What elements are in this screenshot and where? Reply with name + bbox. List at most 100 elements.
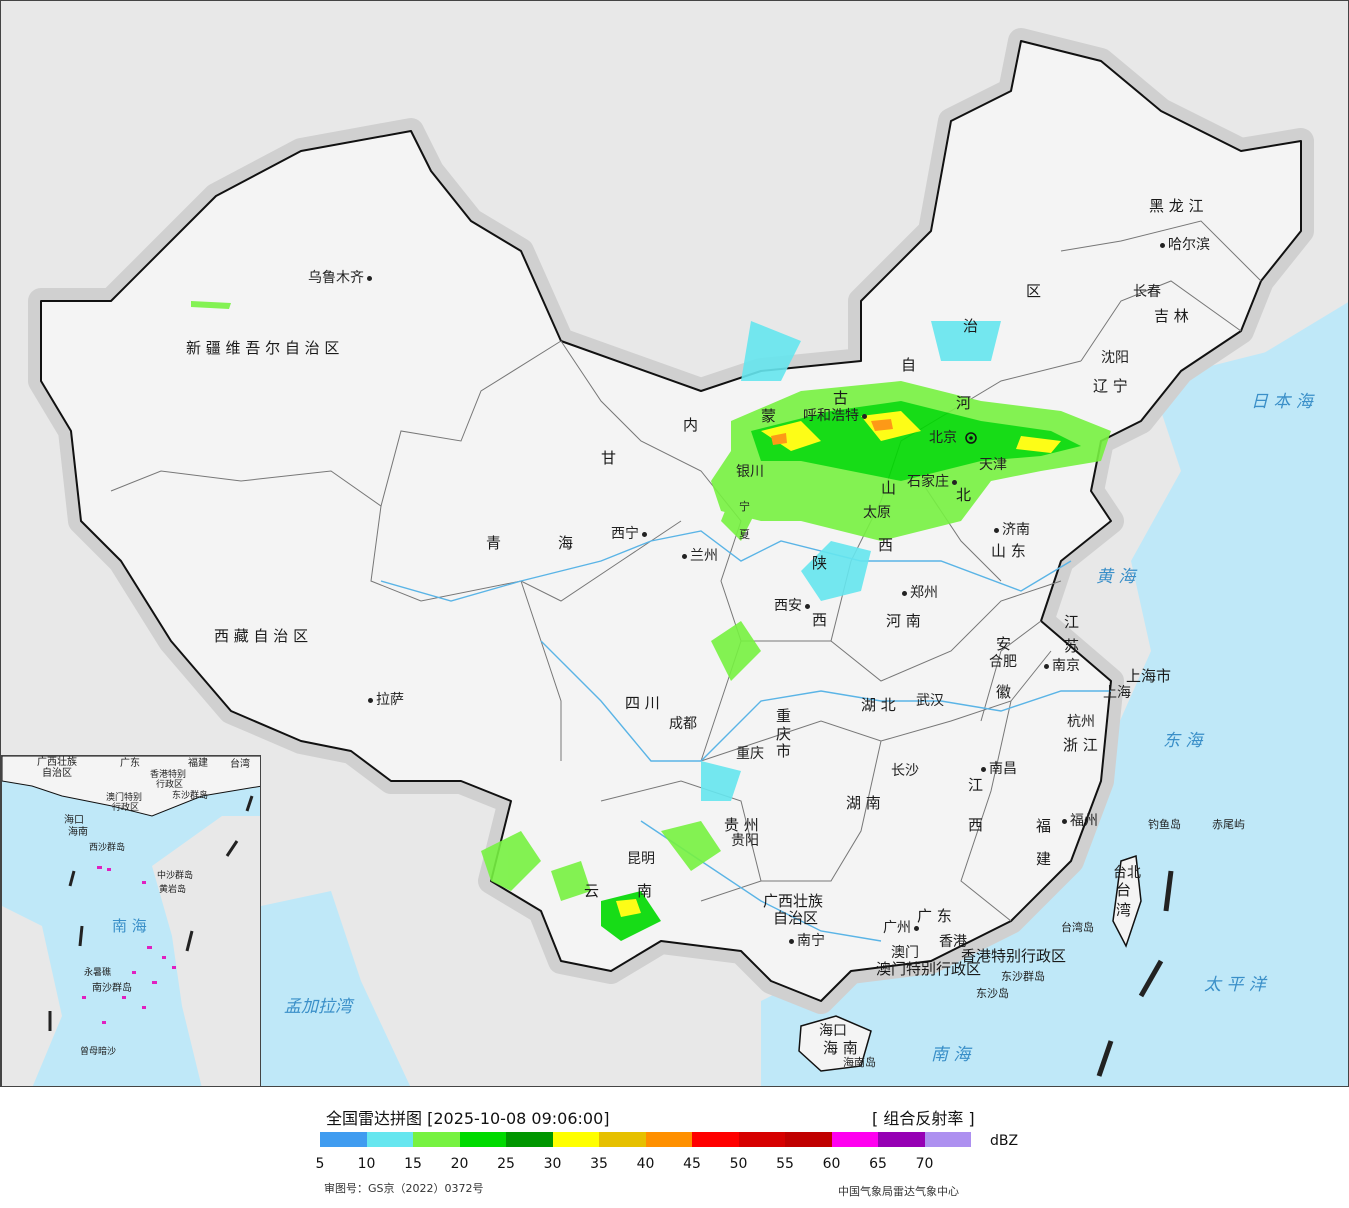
sea-label-east: 东 海 [1163,731,1203,751]
city-label-chengdu: 成都 [669,716,697,732]
province-label-jiangsu-1: 江 [1064,613,1080,631]
province-label-shaanxi-2: 西 [812,611,828,629]
legend-swatch [506,1132,553,1147]
inset-label-dongsha: 东沙群岛 [172,791,209,801]
province-label-anhui-2: 徽 [996,683,1012,701]
approval-number: 审图号：GS京（2022）0372号 [324,1182,484,1195]
city-label-changchun: 长春 [1133,284,1161,300]
city-label-guangzhou: 广州 [883,921,922,935]
legend-swatch [692,1132,739,1147]
province-label-macau-sar: 澳门特别行政区 [876,960,982,978]
inset-boundary [48,795,254,1031]
province-label-hebei-2: 北 [956,486,972,504]
province-label-shandong: 山 东 [991,542,1026,560]
city-label-haikou: 海口 [819,1023,847,1039]
sea-label-yellow: 黄 海 [1096,567,1136,587]
inset-label-guangxi: 广西壮族 [37,757,77,768]
legend-tick-label: 35 [590,1156,608,1172]
province-label-neimenggu-1: 内 [683,416,699,434]
legend-swatch [552,1132,599,1147]
island-label-dongsha: 东沙岛 [976,987,1009,1000]
inset-label-xisha: 西沙群岛 [89,843,126,853]
inset-label-zengmu: 曾母暗沙 [80,1047,117,1057]
legend-panel: 全国雷达拼图 [2025-10-08 09:06:00] [ 组合反射率 ] d… [0,1087,1349,1208]
island-label-taiwan: 台湾岛 [1061,921,1094,934]
hainan-island [798,1015,872,1072]
city-label-changsha: 长沙 [891,763,919,779]
legend-swatch [831,1132,878,1147]
inset-canvas [2,756,260,1086]
city-label-yinchuan: 银川 [736,464,764,480]
legend-swatch [459,1132,506,1147]
inset-label-guangdong: 广东 [120,758,140,769]
inset-label-haikou: 海口 [64,815,84,826]
province-label-hebei-1: 河 [956,394,972,412]
province-label-jiangxi-1: 江 [968,776,984,794]
island-label-chiwei: 赤尾屿 [1212,818,1245,831]
city-label-zhengzhou: 郑州 [899,586,938,600]
city-label-harbin: 哈尔滨 [1157,238,1210,252]
legend-tick-label: 20 [450,1156,469,1172]
province-label-chongqing-2: 庆 [776,725,792,743]
inset-label-hainan: 海南 [68,827,88,838]
inset-label-guangxi-2: 自治区 [42,768,72,779]
province-label-hunan: 湖 南 [846,794,881,812]
province-label-neimenggu-6: 区 [1026,282,1042,300]
city-label-tianjin: 天津 [979,457,1007,473]
province-label-guangdong: 广 东 [917,907,952,925]
legend-title: 全国雷达拼图 [2025-10-08 09:06:00] [326,1109,610,1128]
province-label-hk-sar: 香港特别行政区 [961,947,1067,965]
province-label-heilongjiang: 黑 龙 江 [1149,197,1204,215]
city-label-taipei: 台北 [1113,865,1141,881]
province-label-hainan: 海 南 [823,1039,858,1057]
province-label-hubei: 湖 北 [861,696,896,714]
city-label-nanning: 南宁 [786,934,825,948]
sea-label-pacific: 太 平 洋 [1204,975,1266,995]
province-label-shanxi-2: 西 [878,536,894,554]
province-label-neimenggu-3: 古 [833,389,849,407]
city-label-hohhot: 呼和浩特 [803,409,870,423]
city-label-beijing: 北京 [929,430,957,446]
province-label-chongqing-3: 市 [776,742,792,760]
producer-label: 中国气象局雷达气象中心 [838,1185,959,1198]
city-label-shanghai: 上海 [1103,685,1131,701]
south-china-sea-inset: 广西壮族 自治区 广东 福建 台湾 海口 海南 东沙群岛 西沙群岛 中沙群岛 黄… [1,755,261,1086]
china-land [40,40,1302,1002]
province-label-zhejiang: 浙 江 [1063,736,1098,754]
inset-label-macau: 澳门特别 [106,793,143,803]
island-label-dongsha-group: 东沙群岛 [1001,970,1045,983]
city-label-macau: 澳门 [891,945,919,961]
city-label-taiyuan: 太原 [863,505,891,521]
legend-tick-label: 30 [543,1156,562,1172]
city-label-nanjing: 南京 [1041,659,1080,673]
city-label-jinan: 济南 [991,523,1030,537]
city-label-kunming: 昆明 [627,851,655,867]
legend-swatch [878,1132,925,1147]
inset-label-zhongsha: 中沙群岛 [157,871,194,881]
province-label-shaanxi-1: 陕 [812,554,828,572]
legend-product: [ 组合反射率 ] [872,1109,975,1128]
legend-swatch [785,1132,832,1147]
province-label-shanghai: 上海市 [1126,667,1172,685]
legend-swatch [366,1132,413,1147]
radar-map: 乌鲁木齐 拉萨 西宁 兰州 银川 呼和浩特 北京 天津 石家庄 太原 济南 郑州… [0,0,1349,1087]
legend-tick-label: 55 [776,1156,794,1172]
city-label-xian: 西安 [774,599,813,613]
inset-label-hk: 香港特别 [150,770,187,780]
sea-label-bengal: 孟加拉湾 [284,997,352,1017]
legend-tick-label: 70 [915,1156,934,1172]
inset-label-macau-2: 行政区 [112,803,140,813]
legend-tick-label: 15 [404,1156,422,1172]
province-label-anhui-1: 安 [996,635,1012,653]
city-label-wuhan: 武汉 [916,693,944,709]
legend-tick-label: 60 [822,1156,841,1172]
city-label-shijiazhuang: 石家庄 [907,475,960,489]
province-label-qinghai-2: 海 [558,534,574,552]
sea-label-japan: 日 本 海 [1251,392,1313,412]
legend-tick-label: 45 [683,1156,701,1172]
city-label-lanzhou: 兰州 [679,549,718,563]
city-label-xining: 西宁 [611,527,650,541]
province-label-xinjiang: 新 疆 维 吾 尔 自 治 区 [186,339,340,357]
inset-label-taiwan: 台湾 [230,759,250,770]
province-label-neimenggu-2: 蒙 [761,407,777,425]
